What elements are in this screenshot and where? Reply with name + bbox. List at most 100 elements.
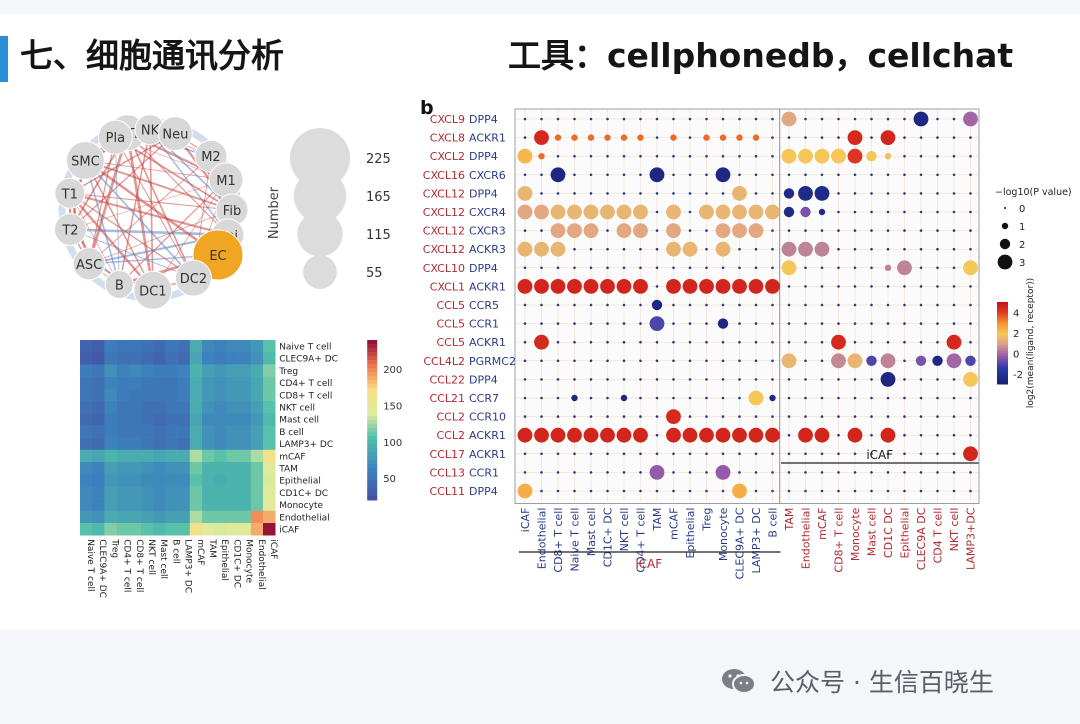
dotplot-point [540, 359, 543, 363]
column-label: Naive T cell [569, 508, 582, 572]
row-ligand-label: CXCL8 [430, 132, 465, 145]
dotplot-point [523, 229, 527, 232]
dotplot-point [963, 111, 978, 127]
heatmap-cell [165, 364, 178, 377]
dotplot-point [622, 154, 626, 158]
dotplot-point [771, 471, 774, 474]
dotplot-point [787, 378, 791, 381]
column-label: B cell [767, 508, 780, 538]
dotplot-point [754, 192, 758, 195]
dotplot-point [649, 167, 665, 183]
dotplot-point [814, 148, 830, 164]
dotplot-point [583, 427, 599, 443]
dotplot-point [589, 154, 593, 158]
heatmap-cell [165, 340, 178, 353]
dotplot-point [814, 427, 830, 443]
dotplot-point [639, 192, 642, 195]
dotplot-point [837, 117, 840, 121]
dotplot-point [754, 415, 758, 418]
heatmap-cell [177, 413, 191, 426]
heatmap-colorbar-segment [367, 424, 378, 429]
dotplot-point [556, 489, 560, 493]
dotplot-point [787, 396, 791, 400]
dotplot-point [919, 471, 923, 474]
heatmap-cell [202, 523, 215, 536]
color-legend-segment [997, 343, 1008, 346]
dotplot-point [637, 134, 644, 141]
dotplot-point [622, 117, 626, 121]
dotplot-point [820, 136, 824, 139]
heatmap-cell [165, 462, 178, 475]
dotplot-point [538, 153, 545, 160]
heatmap-cell [189, 425, 203, 438]
network-edge [84, 160, 154, 291]
dotplot-point [517, 186, 533, 201]
dotplot-point [732, 427, 747, 443]
dotplot-point [837, 247, 840, 251]
dotplot-point [567, 279, 582, 294]
dotplot-point [639, 322, 642, 325]
heatmap-cell [165, 352, 178, 365]
heatmap-cell [141, 510, 154, 524]
heatmap-cell [214, 388, 227, 402]
row-receptor-label: ACKR1 [469, 336, 506, 349]
heatmap-cell [92, 364, 105, 377]
dotplot-point [787, 322, 791, 325]
dotplot-point [787, 340, 791, 344]
heatmap-cell [226, 425, 239, 438]
group-label-left: iCAF [635, 557, 662, 571]
dotplot-point [639, 266, 642, 270]
network-edge [84, 160, 121, 285]
dotplot-point [622, 303, 626, 307]
dotplot-point [556, 192, 560, 195]
heatmap-cell [153, 498, 166, 512]
dotplot-point [886, 117, 890, 121]
heatmap-colorbar-segment [367, 468, 378, 473]
dotplot-point [936, 173, 939, 177]
dotplot-point [771, 173, 774, 177]
heatmap-cell [238, 425, 252, 438]
color-legend-title: log2(mean(ligand, receptor)) [1026, 278, 1036, 408]
network-node-label: T2 [61, 223, 78, 238]
dotplot-point [837, 210, 840, 214]
heatmap-cell [92, 388, 105, 402]
dotplot-point [721, 154, 725, 158]
dotplot-point [870, 247, 873, 251]
dotplot-point [969, 471, 972, 474]
heatmap-cell [238, 388, 252, 402]
heatmap-cell [104, 401, 117, 414]
heatmap-colorbar-segment [367, 460, 378, 465]
heatmap-row-label: LAMP3+ DC [279, 440, 333, 450]
row-receptor-label: CXCR4 [469, 206, 506, 219]
dotplot-point [589, 378, 593, 381]
color-legend-segment [997, 304, 1008, 307]
dotplot-point [699, 427, 714, 443]
heatmap-cell [250, 413, 264, 426]
color-legend-segment [997, 324, 1008, 328]
heatmap-cell [177, 449, 191, 463]
dotplot-point [932, 355, 943, 366]
dotplot-point [688, 340, 692, 344]
dotplot-point [550, 204, 566, 220]
row-receptor-label: CCR7 [469, 392, 499, 405]
heatmap-cell [226, 352, 239, 365]
heatmap-colorbar-segment [367, 488, 378, 493]
heatmap-cell [116, 437, 130, 451]
color-legend-segment [997, 338, 1008, 342]
row-ligand-label: CCL5 [437, 299, 466, 312]
dotplot-point [952, 173, 956, 177]
color-legend-tick: 2 [1013, 329, 1019, 340]
dotplot-point [721, 489, 725, 493]
column-label: CLEC9A DC [915, 507, 928, 570]
network-edge [68, 192, 154, 292]
dotplot-point [870, 415, 873, 418]
heatmap-row-label: mCAF [279, 452, 305, 462]
heatmap-cell [80, 474, 93, 487]
dotplot-point [705, 192, 708, 195]
dotplot-point [639, 452, 642, 456]
dotplot-point [655, 229, 659, 232]
heatmap-cell [177, 376, 191, 390]
heatmap-cell [80, 523, 93, 536]
column-label: LAMP3+DC [965, 507, 978, 570]
heatmap-colorbar-tick: 150 [383, 401, 402, 412]
